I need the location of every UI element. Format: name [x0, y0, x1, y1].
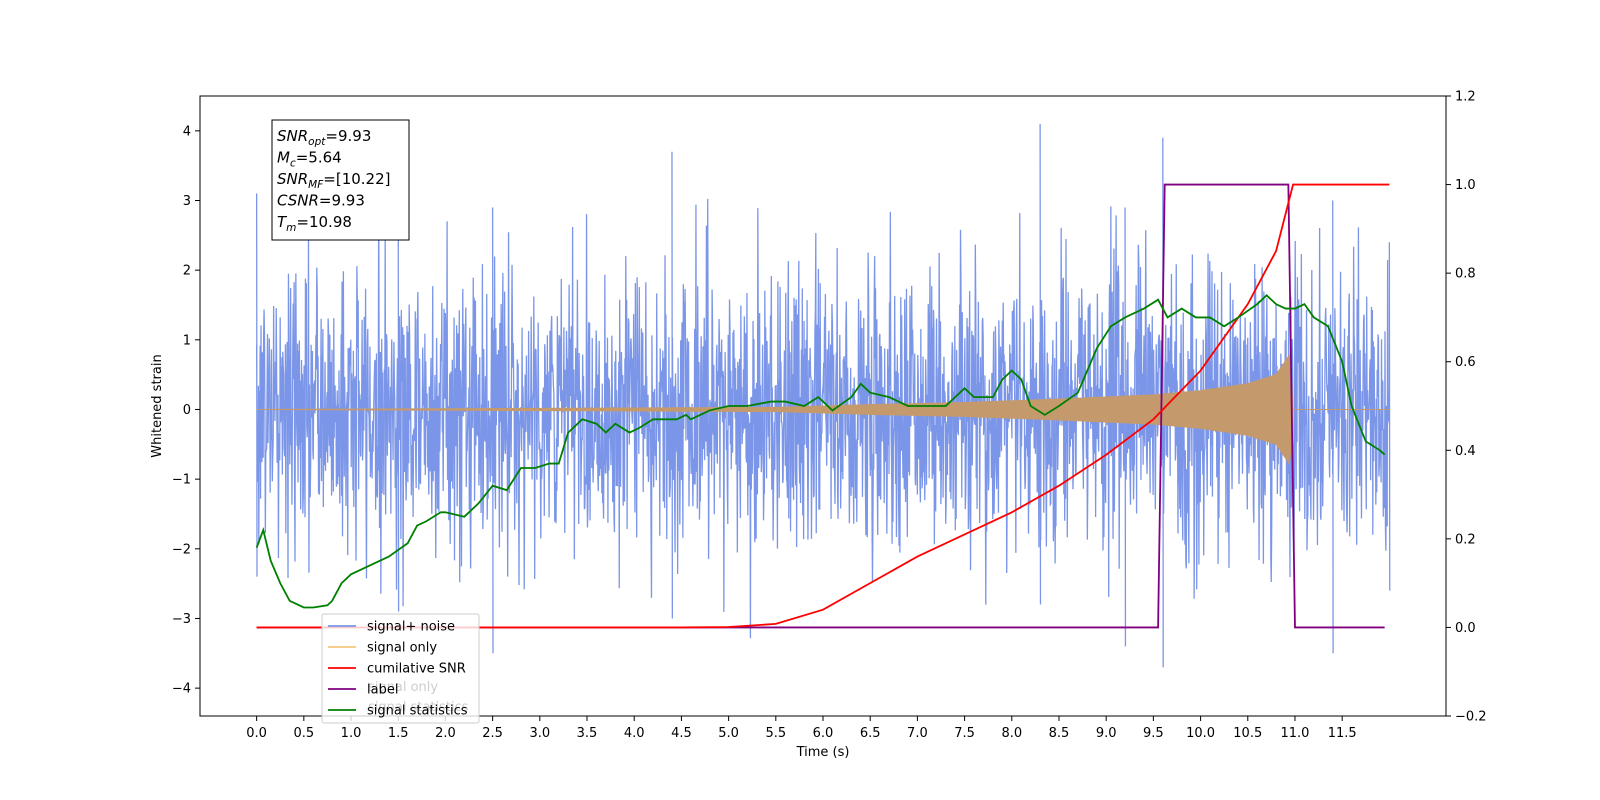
- left-y-tick-label: −3: [172, 612, 191, 627]
- annotation-symbol: SNR: [277, 127, 308, 145]
- x-tick-label: 0.0: [246, 726, 267, 741]
- annotation-line: Mc=5.64: [277, 149, 342, 170]
- x-tick-label: 7.5: [954, 726, 975, 741]
- x-tick-label: 10.0: [1186, 726, 1215, 741]
- left-y-tick-label: −1: [172, 473, 191, 488]
- annotation-box: SNRopt=9.93Mc=5.64SNRMF=[10.22]CSNR=9.93…: [271, 119, 410, 241]
- right-y-tick-label: −0.2: [1455, 710, 1487, 725]
- right-y-tick-label: 0.0: [1455, 621, 1476, 636]
- left-y-tick-label: 4: [183, 124, 191, 139]
- y-axis-label: Whitened strain: [150, 354, 165, 457]
- legend: signal only signal statistics signal+ nois…: [321, 613, 480, 724]
- x-tick-label: 1.0: [341, 726, 362, 741]
- annotation-value: =10.98: [296, 213, 352, 231]
- x-tick-label: 4.5: [671, 726, 692, 741]
- annotation-line: SNRMF=[10.22]: [277, 170, 391, 191]
- annotation-value: =5.64: [296, 149, 342, 167]
- x-axis-label: Time (s): [796, 745, 850, 760]
- x-axis: 0.0 0.5 1.0 1.5 2.0 2.5 3.0 3.5 4.0 4.5 5.0 5.5 6.0 6…: [246, 716, 1357, 741]
- legend-entry-label: label: [367, 683, 398, 698]
- right-y-tick-label: 0.4: [1455, 444, 1476, 459]
- x-tick-label: 3.5: [577, 726, 598, 741]
- annotation-value: =9.93: [319, 192, 365, 210]
- annotation-line: SNRopt=9.93: [277, 127, 371, 148]
- x-tick-label: 1.5: [388, 726, 409, 741]
- series-signal-statistics: [255, 294, 1386, 609]
- left-y-tick-label: −4: [172, 682, 191, 697]
- left-y-tick-label: 1: [183, 333, 191, 348]
- x-tick-label: 0.5: [293, 726, 314, 741]
- right-y-tick-label: 0.8: [1455, 267, 1476, 282]
- x-tick-label: 3.0: [529, 726, 550, 741]
- x-tick-label: 9.5: [1143, 726, 1164, 741]
- x-tick-label: 2.5: [482, 726, 503, 741]
- annotation-frame: [271, 119, 410, 241]
- annotation-subscript: opt: [308, 136, 326, 148]
- x-tick-label: 2.0: [435, 726, 456, 741]
- annotation-symbol: CSNR: [277, 192, 319, 210]
- annotation-value: =[10.22]: [323, 170, 390, 188]
- x-tick-label: 11.5: [1328, 726, 1357, 741]
- left-y-tick-label: −2: [172, 542, 191, 557]
- annotation-value: =9.93: [325, 127, 371, 145]
- x-tick-label: 11.0: [1280, 726, 1309, 741]
- annotation-symbol: SNR: [277, 170, 308, 188]
- plot-area: [255, 123, 1391, 668]
- annotation-line: CSNR=9.93: [277, 192, 365, 210]
- right-y-tick-label: 1.0: [1455, 178, 1476, 193]
- legend-entry-label: signal only: [367, 641, 437, 656]
- x-tick-label: 9.0: [1096, 726, 1117, 741]
- series-signal-only: [256, 353, 1390, 466]
- left-y-tick-label: 2: [183, 264, 191, 279]
- right-y-axis: −0.2 0.0 0.2 0.4 0.6 0.8 1.0 1.2: [1446, 90, 1487, 725]
- x-tick-label: 7.0: [907, 726, 928, 741]
- x-tick-label: 10.5: [1233, 726, 1262, 741]
- x-tick-label: 8.5: [1049, 726, 1070, 741]
- x-tick-label: 8.0: [1001, 726, 1022, 741]
- annotation-subscript: c: [290, 158, 296, 170]
- legend-entry-label: cumilative SNR: [367, 662, 466, 677]
- right-y-tick-label: 1.2: [1455, 90, 1476, 105]
- right-y-tick-label: 0.2: [1455, 532, 1476, 547]
- left-y-tick-label: 3: [183, 194, 191, 209]
- x-tick-label: 5.0: [718, 726, 739, 741]
- annotation-subscript: MF: [308, 179, 324, 191]
- legend-entry-label: signal statistics: [367, 704, 468, 719]
- x-tick-label: 5.5: [765, 726, 786, 741]
- x-tick-label: 6.5: [860, 726, 881, 741]
- series-label: [256, 183, 1385, 629]
- annotation-line: Tm=10.98: [277, 213, 352, 234]
- annotation-subscript: m: [286, 222, 296, 234]
- legend-entry-label: signal+ noise: [367, 620, 455, 635]
- legend-frame: [321, 613, 480, 724]
- left-y-axis: −4 −3 −2 −1 0 1 2 3 4: [172, 124, 200, 697]
- left-y-tick-label: 0: [183, 403, 191, 418]
- series-cumulative-snr: [256, 183, 1390, 629]
- x-tick-label: 4.0: [624, 726, 645, 741]
- x-tick-label: 6.0: [813, 726, 834, 741]
- annotation-symbol: T: [277, 213, 288, 231]
- right-y-tick-label: 0.6: [1455, 355, 1476, 370]
- annotation-symbol: M: [277, 149, 290, 167]
